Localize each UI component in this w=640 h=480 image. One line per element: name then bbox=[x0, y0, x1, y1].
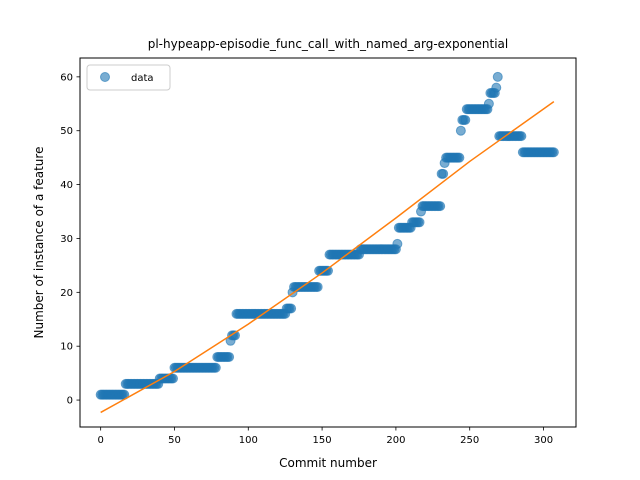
plot-frame bbox=[79, 57, 577, 428]
data-point bbox=[438, 168, 449, 179]
x-tick-label: 200 bbox=[386, 435, 405, 446]
y-tick-label: 60 bbox=[60, 72, 73, 83]
data-point bbox=[414, 217, 425, 228]
data-point bbox=[516, 131, 527, 142]
data-point bbox=[548, 147, 559, 158]
data-point bbox=[312, 281, 323, 292]
y-tick-label: 40 bbox=[60, 180, 73, 191]
fit-line bbox=[100, 101, 555, 414]
legend: data bbox=[86, 64, 171, 91]
data-point bbox=[224, 351, 235, 362]
y-tick-label: 50 bbox=[60, 126, 73, 137]
data-point bbox=[491, 82, 502, 93]
axes-layer: 0 50 100 150 200 250 300 0 10 20 30 40 50 60 bbox=[60, 72, 553, 446]
data-point bbox=[286, 303, 297, 314]
legend-marker-data bbox=[100, 72, 110, 82]
data-point bbox=[454, 152, 465, 163]
x-tick-label: 50 bbox=[168, 435, 181, 446]
y-axis-label: Number of instance of a feature bbox=[32, 147, 46, 339]
y-tick-label: 0 bbox=[67, 396, 73, 407]
x-tick-label: 150 bbox=[313, 435, 332, 446]
data-point bbox=[483, 98, 494, 109]
y-tick-label: 20 bbox=[60, 288, 73, 299]
plot-layer bbox=[95, 71, 559, 414]
x-tick-label: 300 bbox=[534, 435, 553, 446]
y-tick-label: 10 bbox=[60, 342, 73, 353]
x-tick-label: 250 bbox=[460, 435, 479, 446]
x-axis-label: Commit number bbox=[279, 456, 377, 470]
data-point bbox=[492, 71, 503, 82]
x-tick-label: 0 bbox=[97, 435, 103, 446]
legend-label-data: data bbox=[131, 73, 154, 84]
data-point bbox=[210, 362, 221, 373]
data-point bbox=[435, 201, 446, 212]
data-point bbox=[168, 373, 178, 384]
data-point bbox=[323, 265, 333, 276]
data-point bbox=[460, 114, 471, 125]
data-point bbox=[455, 125, 466, 136]
x-tick-label: 100 bbox=[239, 435, 258, 446]
data-point bbox=[392, 238, 403, 249]
chart-title: pl-hypeapp-episodie_func_call_with_named… bbox=[148, 37, 509, 51]
legend-box bbox=[86, 64, 171, 91]
y-tick-label: 30 bbox=[60, 234, 73, 245]
